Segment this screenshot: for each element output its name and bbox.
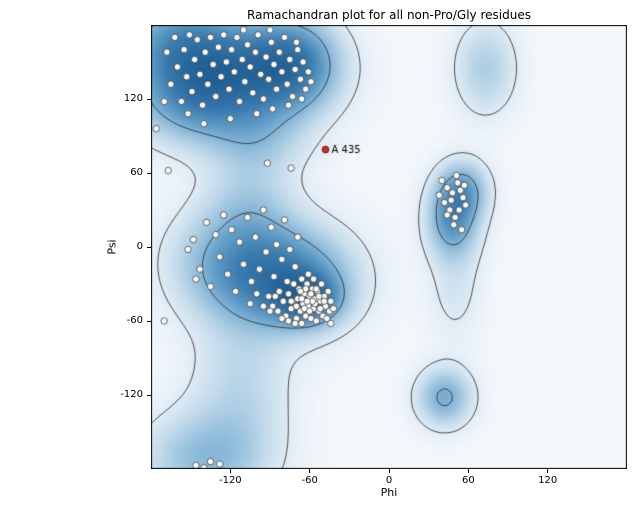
y-tick-label: -120 — [120, 389, 143, 400]
x-tick-mark — [309, 469, 311, 473]
y-tick-label: 120 — [123, 93, 143, 104]
y-axis-label: Psi — [105, 239, 119, 255]
x-tick-label: -120 — [218, 475, 242, 486]
chart-title: Ramachandran plot for all non-Pro/Gly re… — [247, 8, 531, 22]
y-tick-mark — [147, 394, 151, 396]
y-tick-mark — [147, 98, 151, 100]
x-tick-label: 120 — [538, 475, 558, 486]
y-tick-label: 60 — [130, 167, 143, 178]
y-tick-mark — [147, 246, 151, 248]
x-tick-mark — [547, 469, 549, 473]
y-tick-mark — [147, 320, 151, 322]
x-tick-mark — [388, 469, 390, 473]
x-axis-label: Phi — [380, 486, 398, 499]
x-tick-label: 60 — [461, 475, 475, 486]
x-tick-mark — [229, 469, 231, 473]
plot-canvas — [151, 25, 627, 469]
x-tick-mark — [467, 469, 469, 473]
x-tick-label: -60 — [301, 475, 318, 486]
y-tick-mark — [147, 172, 151, 174]
y-tick-label: -60 — [126, 315, 143, 326]
y-tick-label: 0 — [136, 241, 143, 252]
x-tick-label: 0 — [385, 475, 393, 486]
